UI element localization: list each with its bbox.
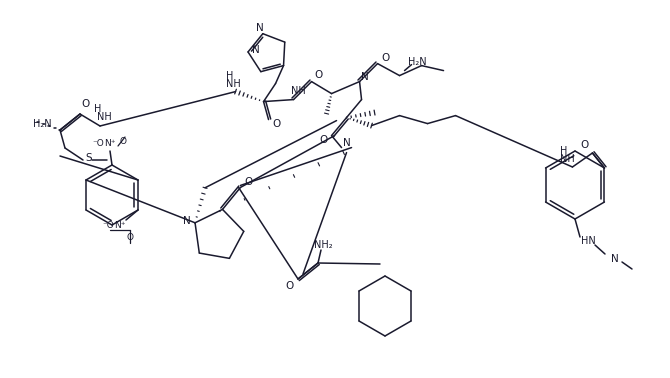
Text: O: O: [314, 70, 323, 80]
Text: N: N: [611, 254, 619, 264]
Text: N⁺: N⁺: [114, 222, 126, 231]
Text: S: S: [86, 153, 92, 163]
Text: H: H: [226, 71, 233, 81]
Text: N: N: [256, 23, 264, 33]
Text: HN: HN: [581, 236, 596, 246]
Text: H: H: [94, 104, 102, 114]
Text: O: O: [381, 53, 390, 63]
Text: ⁻O: ⁻O: [102, 222, 114, 231]
Text: N: N: [252, 45, 260, 55]
Text: O: O: [119, 136, 127, 146]
Text: H₂N: H₂N: [33, 119, 52, 129]
Text: N: N: [183, 216, 191, 226]
Text: N: N: [360, 71, 369, 82]
Text: H₂N: H₂N: [408, 57, 427, 67]
Text: N: N: [342, 138, 350, 147]
Text: ⁻O: ⁻O: [92, 139, 104, 149]
Text: O: O: [286, 281, 294, 291]
Text: NH: NH: [96, 112, 111, 122]
Text: NH₂: NH₂: [314, 240, 332, 250]
Text: O: O: [580, 140, 588, 150]
Text: O: O: [127, 234, 133, 243]
Text: O: O: [245, 177, 253, 187]
Text: N⁺: N⁺: [105, 139, 116, 149]
Text: O: O: [273, 119, 281, 129]
Text: NH: NH: [291, 85, 306, 96]
Text: NH: NH: [560, 154, 575, 164]
Text: H: H: [559, 146, 567, 156]
Text: O: O: [81, 99, 89, 109]
Text: NH: NH: [226, 79, 241, 88]
Text: O: O: [320, 135, 328, 145]
